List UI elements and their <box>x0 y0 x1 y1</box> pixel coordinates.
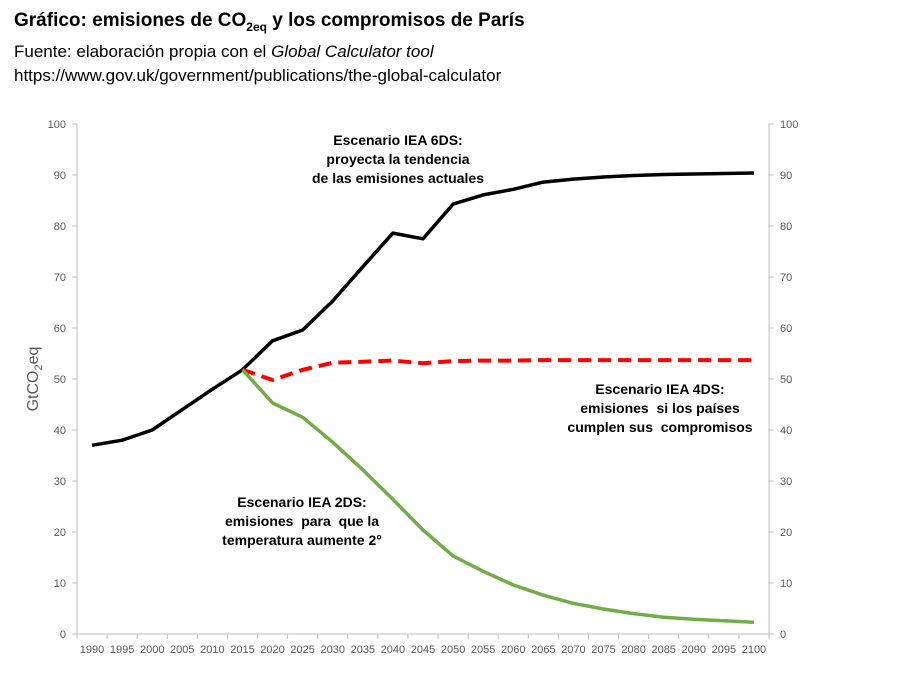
annotation-line: Escenario IEA 4DS: <box>595 381 724 397</box>
series-4ds-line <box>241 358 754 382</box>
annotations: Escenario IEA 6DS: proyecta la tendencia d… <box>222 132 753 548</box>
y-axis-label-base: GtCO <box>25 371 42 412</box>
series-2ds-line <box>241 368 755 625</box>
x-ticks: 1990 1995 2000 2005 2010 2015 2020 2025 2030 2035… <box>76 634 770 656</box>
x-tick-label: 2045 <box>411 644 435 656</box>
y-tick-label: 100 <box>48 119 66 131</box>
y-tick-label-right: 0 <box>780 629 786 641</box>
y-tick-label: 40 <box>54 425 66 437</box>
title-subscript: 2eq <box>246 19 267 34</box>
x-tick-label: 2025 <box>290 644 314 656</box>
y-tick-label-right: 50 <box>780 374 792 386</box>
y-tick-label: 60 <box>54 323 66 335</box>
x-tick-label: 2095 <box>712 644 736 656</box>
y-tick-label: 70 <box>54 272 66 284</box>
x-tick-label: 2085 <box>651 644 675 656</box>
annotation-line: de las emisiones actuales <box>312 170 484 186</box>
x-tick-label: 2080 <box>621 644 645 656</box>
title-suffix: y los compromisos de París <box>266 10 525 31</box>
y-ticks-left: 0 10 20 30 40 50 60 70 80 90 100 <box>48 119 77 641</box>
series-lines <box>91 171 755 625</box>
y-tick-label-right: 30 <box>780 476 792 488</box>
x-tick-label: 2010 <box>200 644 224 656</box>
annotation-line: Escenario IEA 2DS: <box>237 494 366 510</box>
y-tick-label-right: 100 <box>780 119 798 131</box>
y-tick-label-right: 60 <box>780 323 792 335</box>
x-tick-label: 2000 <box>140 644 164 656</box>
y-tick-label: 20 <box>54 527 66 539</box>
annotation-2ds: Escenario IEA 2DS: emisiones para que la t… <box>222 494 382 548</box>
source-tool: Global Calculator tool <box>271 41 434 61</box>
y-tick-label: 90 <box>54 170 66 182</box>
x-tick-label: 2030 <box>320 644 344 656</box>
series-6ds-line <box>91 171 755 448</box>
x-tick-label: 2100 <box>742 644 766 656</box>
y-tick-label-right: 20 <box>780 527 792 539</box>
y-tick-label: 0 <box>60 629 66 641</box>
y-axis-label-sub: 2 <box>33 364 45 370</box>
x-tick-label: 2060 <box>501 644 525 656</box>
annotation-6ds: Escenario IEA 6DS: proyecta la tendencia d… <box>312 132 484 186</box>
annotation-4ds: Escenario IEA 4DS: emisiones si los paíse… <box>567 381 752 435</box>
x-tick-label: 2035 <box>351 644 375 656</box>
y-axis-label-tail: eq <box>25 347 42 365</box>
chart-title: Gráfico: emisiones de CO2eq y los compro… <box>14 8 525 40</box>
annotation-line: proyecta la tendencia <box>326 151 469 167</box>
x-tick-label: 2070 <box>561 644 585 656</box>
x-tick-label: 2020 <box>260 644 284 656</box>
chart-header: Gráfico: emisiones de CO2eq y los compro… <box>14 8 525 88</box>
chart-source: Fuente: elaboración propia con el Global… <box>14 40 525 64</box>
x-tick-label: 2065 <box>531 644 555 656</box>
x-tick-label: 2050 <box>441 644 465 656</box>
x-tick-label: 2090 <box>682 644 706 656</box>
annotation-line: emisiones para que la <box>225 513 379 529</box>
x-tick-label: 2015 <box>230 644 254 656</box>
axes <box>76 124 770 635</box>
x-tick-label: 2005 <box>170 644 194 656</box>
y-tick-label-right: 80 <box>780 221 792 233</box>
x-tick-label: 2040 <box>381 644 405 656</box>
source-prefix: Fuente: elaboración propia con el <box>14 41 272 61</box>
annotation-line: cumplen sus compromisos <box>567 419 752 435</box>
y-axis-label: GtCO2eq <box>25 347 45 412</box>
x-tick-label: 2075 <box>591 644 615 656</box>
x-tick-label: 2055 <box>471 644 495 656</box>
y-tick-label: 50 <box>54 374 66 386</box>
y-tick-label: 80 <box>54 221 66 233</box>
y-tick-label-right: 10 <box>780 578 792 590</box>
y-tick-label-right: 90 <box>780 170 792 182</box>
y-tick-label: 10 <box>54 578 66 590</box>
annotation-line: Escenario IEA 6DS: <box>333 132 462 148</box>
x-tick-label: 1990 <box>80 644 104 656</box>
source-url: https://www.gov.uk/government/publicatio… <box>14 65 502 85</box>
y-tick-label-right: 70 <box>780 272 792 284</box>
y-tick-label-right: 40 <box>780 425 792 437</box>
y-tick-label: 30 <box>54 476 66 488</box>
title-prefix: Gráfico: emisiones de CO <box>14 10 247 31</box>
annotation-line: emisiones si los países <box>580 400 740 416</box>
x-tick-label: 1995 <box>110 644 134 656</box>
annotation-line: temperatura aumente 2° <box>222 532 382 548</box>
y-ticks-right: 0 10 20 30 40 50 60 70 80 90 100 <box>769 119 798 641</box>
